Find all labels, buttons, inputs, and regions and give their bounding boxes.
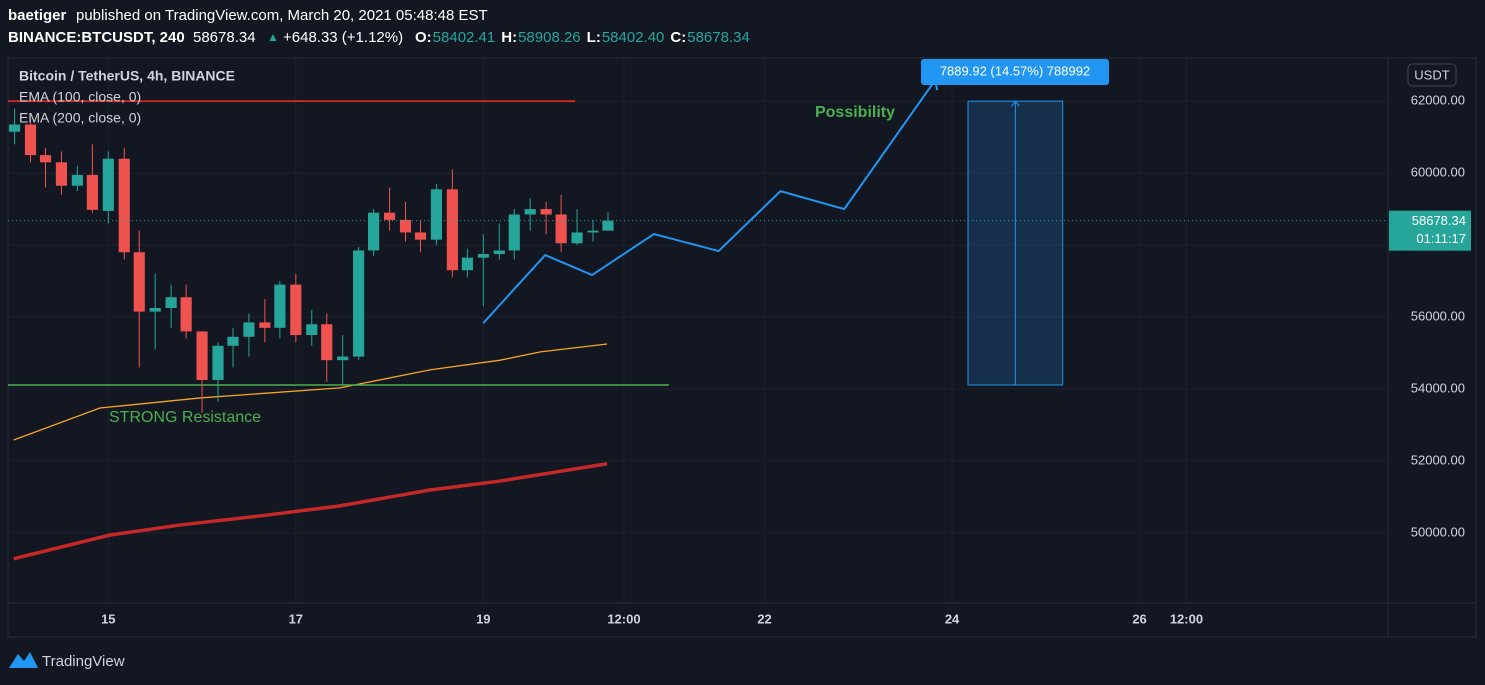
candle-body <box>196 331 208 380</box>
candle-body <box>555 214 567 244</box>
candle-body <box>290 284 302 335</box>
candle-body <box>524 209 536 215</box>
candle-body <box>383 212 396 220</box>
candle-body <box>165 297 177 309</box>
ohlc-label: C: <box>670 29 686 46</box>
y-tick-label: 52000.00 <box>1411 452 1465 467</box>
candle-body <box>86 174 98 210</box>
y-tick-label: 60000.00 <box>1411 165 1465 180</box>
x-tick-label: 15 <box>101 611 115 626</box>
author: baetiger <box>8 7 67 24</box>
candle-body <box>118 158 130 253</box>
ohlc-label: L: <box>587 29 601 46</box>
candle-body <box>274 284 286 328</box>
marks: STRONG Resistance Possibility 7889.92 (14.… <box>8 59 1388 561</box>
range-label-box <box>921 59 1109 85</box>
candle-body <box>461 257 473 271</box>
candle-body <box>102 158 114 211</box>
ohlc-label: H: <box>501 29 517 46</box>
candle-body <box>55 162 68 186</box>
candle-body <box>321 324 333 361</box>
price: 58678.34 <box>193 29 256 46</box>
candle-body <box>337 356 349 361</box>
candle-body <box>571 232 583 244</box>
candle-body <box>212 345 224 380</box>
chart-title: Bitcoin / TetherUS, 4h, BINANCE <box>19 68 235 84</box>
logo-icon <box>9 652 38 668</box>
ohlc-value: 58402.41 <box>433 29 496 46</box>
candle-body <box>227 336 239 346</box>
candle-body <box>149 308 161 312</box>
range-arrowhead <box>1010 100 1020 107</box>
candle-body <box>39 155 52 163</box>
candle-body <box>587 230 599 233</box>
projection-line <box>482 79 937 324</box>
x-tick-label: 12:00 <box>1170 611 1203 626</box>
candle-body <box>24 124 37 156</box>
candle-body <box>133 252 145 312</box>
candle-body <box>71 174 83 186</box>
y-unit: USDT <box>1414 67 1449 82</box>
unit-box <box>1407 63 1457 87</box>
y-tick-label: 54000.00 <box>1411 380 1465 395</box>
change-arrow: ▲ <box>267 30 279 44</box>
last-price-box <box>1389 210 1471 251</box>
ohlc: O: 58402.41 H: 58908.26 L: 58402.40 C: 58678.34 <box>415 29 750 46</box>
range-label: 7889.92 (14.57%) 788992 <box>940 63 1090 78</box>
x-tick-label: 26 <box>1132 611 1146 626</box>
ohlc-value: 58402.40 <box>602 29 665 46</box>
last-price-label: 58678.34 <box>1412 213 1466 228</box>
published: published on TradingView.com, March 20, … <box>76 7 488 24</box>
legend-entry: EMA (100, close, 0) <box>19 89 141 105</box>
candle-body <box>353 250 365 357</box>
candle-body <box>368 212 380 251</box>
ema-line <box>13 343 608 441</box>
ema-line <box>13 462 608 561</box>
logo <box>9 652 38 668</box>
chart-frame <box>7 57 1477 638</box>
countdown: 01:11:17 <box>1416 231 1466 246</box>
candle-body <box>602 220 614 231</box>
x-tick-label: 19 <box>476 611 490 626</box>
candle-body <box>493 250 505 255</box>
y-tick-label: 56000.00 <box>1411 308 1465 323</box>
x-tick-label: 17 <box>289 611 303 626</box>
candle-body <box>430 189 443 240</box>
symbol: BINANCE:BTCUSDT, 240 <box>8 29 185 46</box>
x-tick-label: 24 <box>945 611 960 626</box>
legend-entry: EMA (200, close, 0) <box>19 110 141 126</box>
change: +648.33 (+1.12%) <box>283 29 403 46</box>
y-tick-label: 50000.00 <box>1411 524 1465 539</box>
candle-body <box>446 189 458 271</box>
brand: TradingView <box>42 653 125 670</box>
candle-body <box>508 214 520 251</box>
candle-body <box>180 297 192 332</box>
candle-body <box>399 219 412 233</box>
projection-label: Possibility <box>815 104 895 121</box>
candle-body <box>540 209 552 215</box>
candle-body <box>243 322 255 337</box>
ohlc-label: O: <box>415 29 432 46</box>
candle-body <box>259 322 271 328</box>
candle-body <box>414 232 427 240</box>
y-tick-label: 62000.00 <box>1411 93 1465 108</box>
ohlc-value: 58908.26 <box>518 29 581 46</box>
candle-body <box>306 324 318 335</box>
resistance-label: STRONG Resistance <box>109 409 261 426</box>
ohlc-value: 58678.34 <box>687 29 750 46</box>
x-tick-label: 12:00 <box>607 611 640 626</box>
x-tick-label: 22 <box>757 611 771 626</box>
candle-body <box>8 124 21 132</box>
candle-body <box>477 254 489 258</box>
